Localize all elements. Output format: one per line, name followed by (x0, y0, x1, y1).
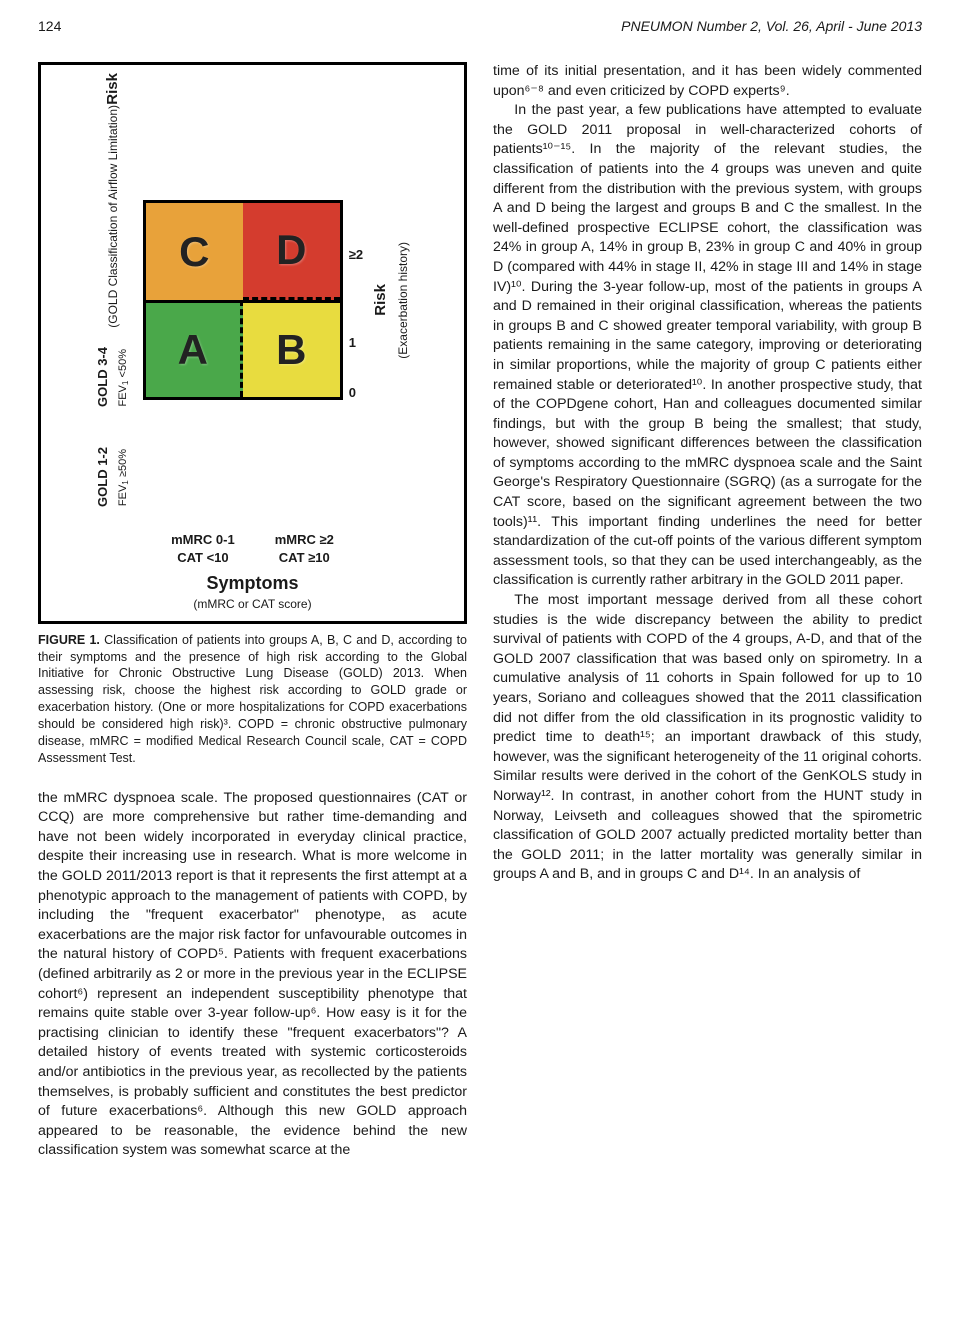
right-column: time of its initial presentation, and it… (493, 62, 922, 1161)
right-num-1: 1 (349, 334, 363, 352)
figure-left-axis: Risk (GOLD Classification of Airflow Lim… (94, 73, 137, 527)
right-num-ge2: ≥2 (349, 246, 363, 264)
fev-ge50-label: FEV1 ≥50% (116, 449, 131, 506)
bottom-axis-subtitle: (mMRC or CAT score) (193, 596, 311, 613)
figure-right-axis: ≥2 1 0 Risk (Exacerbation history) (349, 200, 412, 400)
row-labels: GOLD 3-4 FEV1 <50% GOLD 1-2 FEV1 ≥50% (94, 327, 131, 527)
bottom-axis-title: Symptoms (206, 571, 298, 596)
left-axis-subtitle: (GOLD Classification of Airflow Limitati… (105, 105, 122, 328)
left-paragraph: the mMRC dyspnoea scale. The proposed qu… (38, 789, 467, 1161)
bottom-right-label: mMRC ≥2CAT ≥10 (275, 531, 334, 567)
row-label-top: GOLD 3-4 FEV1 <50% (94, 347, 131, 407)
cell-b: B (243, 300, 340, 397)
fev-lt50-label: FEV1 <50% (116, 349, 131, 407)
gold-12-label: GOLD 1-2 (94, 447, 112, 507)
figure-frame: Risk (GOLD Classification of Airflow Lim… (38, 62, 467, 624)
right-num-0: 0 (349, 384, 363, 402)
cell-a: A (146, 300, 243, 397)
right-paragraph-2: In the past year, a few publications hav… (493, 101, 922, 591)
right-axis-numbers: ≥2 1 0 (349, 200, 363, 400)
left-axis-title: Risk (103, 73, 124, 105)
figure-label: FIGURE 1. (38, 633, 100, 647)
right-axis-title: Risk (371, 284, 392, 316)
page-header: 124 PNEUMON Number 2, Vol. 26, April - J… (38, 18, 922, 34)
figure-caption: FIGURE 1. Classification of patients int… (38, 632, 467, 767)
left-body-text: the mMRC dyspnoea scale. The proposed qu… (38, 789, 467, 1161)
bottom-axis-labels: mMRC 0-1CAT <10 mMRC ≥2CAT ≥10 (171, 531, 334, 567)
figure-inner: Risk (GOLD Classification of Airflow Lim… (94, 73, 412, 527)
figure-1: Risk (GOLD Classification of Airflow Lim… (38, 62, 467, 767)
cell-d: D (243, 203, 340, 300)
right-paragraph-3: The most important message derived from … (493, 591, 922, 885)
bottom-left-label: mMRC 0-1CAT <10 (171, 531, 235, 567)
quadrant-grid: C D A B (143, 200, 343, 400)
left-column: Risk (GOLD Classification of Airflow Lim… (38, 62, 467, 1161)
page-number: 124 (38, 18, 61, 34)
row-label-bottom: GOLD 1-2 FEV1 ≥50% (94, 447, 131, 507)
figure-caption-text: Classification of patients into groups A… (38, 633, 467, 765)
right-axis-subtitle: (Exacerbation history) (395, 242, 412, 359)
cell-c: C (146, 203, 243, 300)
journal-title: PNEUMON Number 2, Vol. 26, April - June … (621, 18, 922, 34)
right-paragraph-1: time of its initial presentation, and it… (493, 62, 922, 101)
gold-34-label: GOLD 3-4 (94, 347, 112, 407)
two-column-layout: Risk (GOLD Classification of Airflow Lim… (38, 62, 922, 1161)
